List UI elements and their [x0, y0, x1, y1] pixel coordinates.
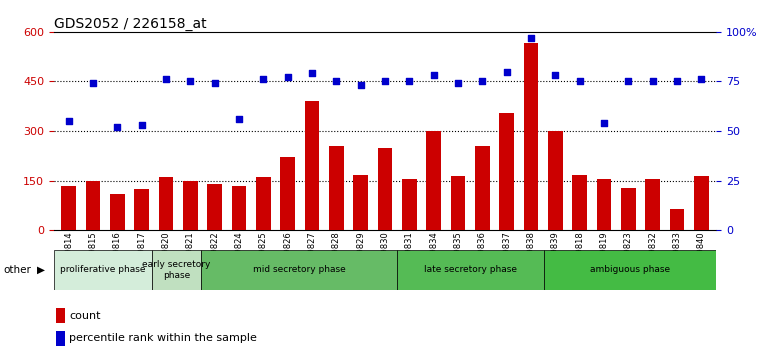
Bar: [256, 177, 270, 230]
Bar: [695, 176, 709, 230]
Text: percentile rank within the sample: percentile rank within the sample: [69, 333, 257, 343]
Text: count: count: [69, 311, 101, 321]
Text: mid secretory phase: mid secretory phase: [253, 266, 346, 274]
Bar: [548, 131, 563, 230]
Text: late secretory phase: late secretory phase: [424, 266, 517, 274]
Point: [111, 124, 123, 130]
Bar: [54, 250, 152, 290]
Point: [549, 73, 561, 78]
Bar: [56, 331, 65, 346]
Bar: [207, 184, 222, 230]
Bar: [621, 188, 636, 230]
Point: [647, 79, 659, 84]
Bar: [597, 179, 611, 230]
Point: [209, 81, 221, 86]
Bar: [670, 209, 685, 230]
Point: [136, 122, 148, 128]
Point: [500, 69, 513, 74]
Bar: [110, 194, 125, 230]
Bar: [134, 189, 149, 230]
Point: [695, 76, 708, 82]
Bar: [572, 175, 587, 230]
Point: [525, 35, 537, 41]
Text: ambiguous phase: ambiguous phase: [590, 266, 671, 274]
Bar: [183, 181, 198, 230]
Bar: [56, 308, 65, 323]
Bar: [85, 181, 100, 230]
Bar: [329, 146, 343, 230]
Point: [427, 73, 440, 78]
Point: [184, 79, 196, 84]
Text: GDS2052 / 226158_at: GDS2052 / 226158_at: [54, 17, 206, 31]
Point: [233, 116, 245, 122]
Point: [671, 79, 683, 84]
Point: [330, 79, 343, 84]
Bar: [378, 148, 392, 230]
Point: [354, 82, 367, 88]
Text: ▶: ▶: [37, 265, 45, 275]
Point: [306, 71, 318, 76]
Text: early secretory
phase: early secretory phase: [142, 260, 211, 280]
Bar: [201, 250, 397, 290]
Bar: [402, 179, 417, 230]
Bar: [427, 131, 441, 230]
Point: [379, 79, 391, 84]
Bar: [61, 187, 75, 230]
Bar: [152, 250, 201, 290]
Point: [282, 75, 294, 80]
Point: [622, 79, 634, 84]
Text: other: other: [4, 265, 32, 275]
Point: [62, 118, 75, 124]
Bar: [544, 250, 716, 290]
Point: [87, 81, 99, 86]
Point: [476, 79, 488, 84]
Bar: [475, 146, 490, 230]
Bar: [524, 44, 538, 230]
Point: [452, 81, 464, 86]
Bar: [645, 179, 660, 230]
Bar: [500, 113, 514, 230]
Point: [598, 120, 611, 126]
Bar: [397, 250, 544, 290]
Point: [403, 79, 416, 84]
Bar: [353, 175, 368, 230]
Text: proliferative phase: proliferative phase: [60, 266, 146, 274]
Bar: [232, 186, 246, 230]
Bar: [450, 176, 465, 230]
Point: [574, 79, 586, 84]
Point: [257, 76, 270, 82]
Bar: [305, 101, 320, 230]
Point: [159, 76, 172, 82]
Bar: [159, 177, 173, 230]
Bar: [280, 157, 295, 230]
